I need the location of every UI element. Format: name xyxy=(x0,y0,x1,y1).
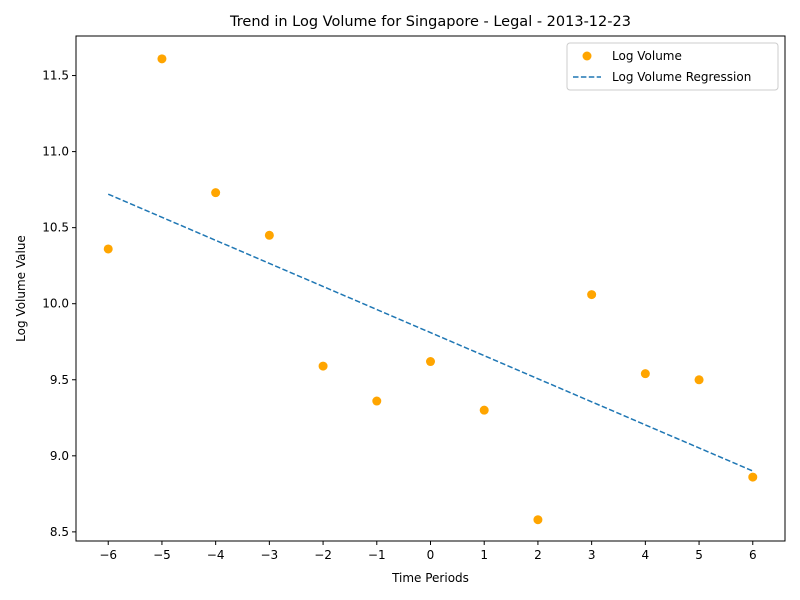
legend-box xyxy=(566,42,779,91)
data-point xyxy=(157,54,167,64)
x-tick-label: 6 xyxy=(749,548,757,562)
data-point xyxy=(748,472,758,482)
data-point xyxy=(694,375,704,385)
data-point xyxy=(640,369,650,379)
x-tick-label: −1 xyxy=(368,548,386,562)
data-point xyxy=(103,244,113,254)
legend: Log Volume Log Volume Regression xyxy=(566,42,779,91)
y-tick-label: 10.0 xyxy=(42,297,69,311)
x-tick-label: 3 xyxy=(588,548,596,562)
legend-marker-scatter xyxy=(582,51,592,61)
y-tick-label: 9.0 xyxy=(50,449,69,463)
x-tick-label: 2 xyxy=(534,548,542,562)
legend-entry-label: Log Volume Regression xyxy=(612,70,751,84)
y-tick-label: 10.5 xyxy=(42,221,69,235)
data-point xyxy=(318,361,328,371)
x-tick-label: 5 xyxy=(695,548,703,562)
plot-area: −6 −5 −4 −3 −2 −1 0 1 2 3 4 5 6 8.5 9.0 9.5 10.0 10.5 11.0… xyxy=(42,35,786,562)
x-tick-label: −4 xyxy=(207,548,225,562)
x-tick-label: 0 xyxy=(427,548,435,562)
x-tick-label: 4 xyxy=(642,548,650,562)
data-point xyxy=(211,188,221,198)
y-tick-label: 8.5 xyxy=(50,525,69,539)
x-tick-label: −2 xyxy=(314,548,332,562)
x-tick-label: 1 xyxy=(480,548,488,562)
data-point xyxy=(426,357,435,367)
data-point xyxy=(533,515,543,525)
x-tick-label: −6 xyxy=(99,548,117,562)
data-point xyxy=(587,290,597,300)
x-tick-label: −3 xyxy=(261,548,279,562)
chart-title: Trend in Log Volume for Singapore - Lega… xyxy=(229,14,631,30)
x-tick-label: −5 xyxy=(153,548,171,562)
x-axis-label: Time Periods xyxy=(391,571,469,585)
data-point xyxy=(264,230,274,240)
y-tick-label: 11.5 xyxy=(42,69,69,83)
regression-line xyxy=(107,193,754,472)
data-point xyxy=(479,405,489,415)
legend-entry-label: Log Volume xyxy=(612,49,682,63)
y-tick-label: 11.0 xyxy=(42,145,69,159)
y-axis-label: Log Volume Value xyxy=(14,235,28,342)
data-point xyxy=(372,396,382,406)
y-tick-label: 9.5 xyxy=(50,373,69,387)
